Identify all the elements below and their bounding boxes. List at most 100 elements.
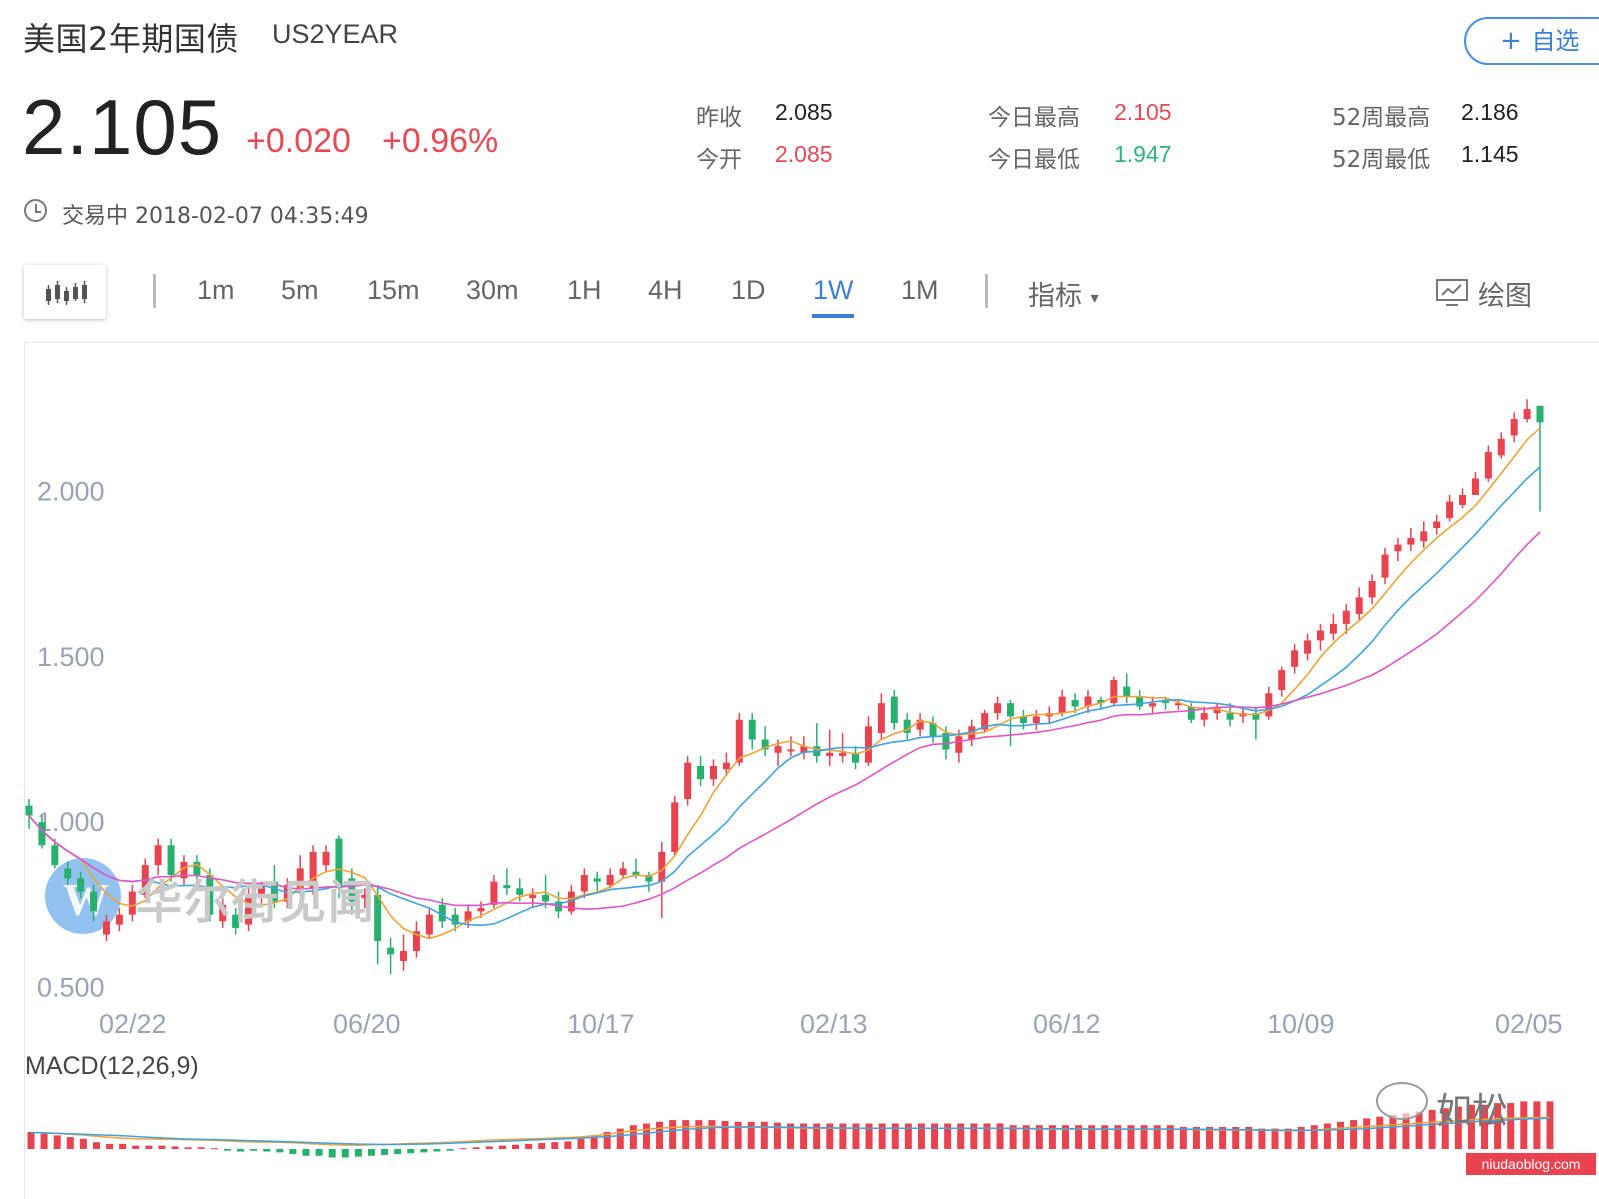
macd-bar (184, 1147, 192, 1149)
indicator-dropdown[interactable]: 指标 ▾ (1028, 274, 1099, 313)
candle-body (748, 719, 756, 740)
candle-body (167, 845, 175, 876)
x-tick-label: 02/13 (800, 1009, 868, 1039)
y-tick-label: 0.500 (37, 972, 105, 1002)
tab-1mo[interactable]: 1M (901, 275, 939, 305)
candle-body (245, 894, 253, 925)
candle-body (1161, 699, 1169, 704)
macd-bar (669, 1120, 677, 1149)
tab-30m[interactable]: 30m (466, 275, 519, 305)
macd-bar (629, 1125, 637, 1149)
stat-52w-low-label: 52周最低 (1332, 147, 1431, 173)
macd-bar (302, 1149, 310, 1156)
macd-bar (970, 1123, 978, 1149)
tab-1h[interactable]: 1H (567, 275, 602, 305)
macd-bar (263, 1149, 271, 1152)
candle-body (438, 904, 446, 922)
candle-body (477, 908, 485, 912)
macd-bar (92, 1142, 100, 1149)
macd-bar (1088, 1125, 1096, 1149)
wechat-icon (1376, 1082, 1428, 1120)
candle-body (1420, 531, 1428, 542)
draw-button[interactable]: 绘图 (1478, 281, 1532, 312)
tab-1w[interactable]: 1W (813, 275, 854, 305)
macd-bar (1035, 1125, 1043, 1149)
candle-body (1381, 554, 1389, 578)
wechat-watermark: 如松 (1436, 1091, 1509, 1132)
x-axis-labels: 02/22 06/20 10/17 02/13 06/12 10/09 02/05 (99, 1009, 1563, 1039)
macd-bar (1206, 1126, 1214, 1149)
candle-body (1097, 699, 1105, 704)
macd-bar (1127, 1125, 1135, 1149)
draw-chart-icon (1436, 279, 1468, 306)
chart-type-button[interactable] (24, 265, 106, 319)
macd-bar (446, 1149, 454, 1151)
macd-bar (839, 1123, 847, 1149)
stat-day-high-value: 2.105 (1114, 99, 1172, 125)
candle-body (348, 878, 356, 902)
candle-body (1316, 630, 1324, 641)
macd-bar (237, 1149, 245, 1152)
candle-body (800, 746, 808, 753)
macd-bar (27, 1132, 35, 1149)
candle-body (425, 914, 433, 935)
add-watchlist-button[interactable]: + 自选 (1464, 17, 1599, 65)
macd-bar (878, 1123, 886, 1149)
toolbar-divider (153, 274, 156, 308)
x-tick-label: 10/17 (567, 1009, 635, 1039)
candle-body (839, 752, 847, 757)
tab-5m[interactable]: 5m (281, 275, 319, 305)
candlestick-icon (46, 281, 87, 305)
candle-body (542, 894, 550, 902)
indicator-label: 指标 (1028, 281, 1082, 312)
candle-body (774, 746, 782, 753)
candle-body (684, 762, 692, 800)
macd-bar (1336, 1121, 1344, 1149)
candle-body (916, 719, 924, 730)
macd-bar (328, 1149, 336, 1158)
candle-body (593, 878, 601, 882)
chart-area[interactable]: W 2.000 1.500 1.000 0.500 02/22 06/20 10/17 02… (24, 342, 1599, 1199)
candle-body (1084, 696, 1092, 707)
macd-bar (354, 1149, 362, 1157)
candle-body (632, 871, 640, 876)
candle-body (219, 904, 227, 922)
macd-bar (787, 1123, 794, 1149)
candle-body (580, 875, 588, 892)
candle-body (981, 713, 989, 730)
macd-bar (682, 1120, 690, 1149)
macd-bar (708, 1120, 716, 1149)
candle-body (1136, 696, 1144, 707)
macd-bar (289, 1149, 297, 1155)
macd-bar (826, 1123, 834, 1149)
macd-bar (695, 1120, 703, 1149)
tab-15m[interactable]: 15m (367, 275, 420, 305)
macd-bar (904, 1123, 912, 1149)
candle-body (361, 894, 369, 899)
macd-bar (197, 1147, 205, 1149)
candle-body (77, 878, 85, 892)
candle-body (709, 765, 717, 780)
tab-4h[interactable]: 4H (648, 275, 683, 305)
candle-body (864, 726, 872, 763)
candle-body (115, 914, 123, 925)
macd-bar (813, 1123, 821, 1149)
candle-body (645, 875, 653, 882)
macd-bar (1009, 1125, 1017, 1149)
y-axis-labels: 2.000 1.500 1.000 0.500 (37, 477, 105, 1003)
macd-bar (485, 1146, 493, 1149)
tab-1m[interactable]: 1m (197, 275, 235, 305)
candle-body (1523, 409, 1531, 420)
macd-bar (1297, 1126, 1305, 1149)
candle-body (1433, 521, 1441, 529)
add-watchlist-label: 自选 (1531, 27, 1580, 55)
macd-bar (40, 1133, 48, 1149)
macd-bar (931, 1123, 939, 1149)
candle-body (1265, 693, 1273, 717)
macd-panel (27, 1101, 1554, 1158)
candle-body (606, 875, 614, 885)
candle-body (464, 911, 472, 922)
tab-1d[interactable]: 1D (731, 275, 766, 305)
candle-body (1446, 501, 1454, 519)
stat-prev-close-value: 2.085 (775, 99, 833, 125)
